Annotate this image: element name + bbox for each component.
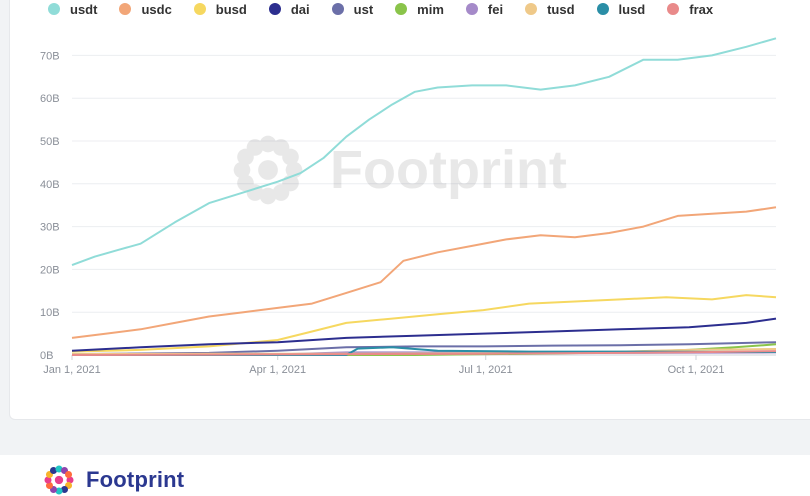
x-axis-ticks: Jan 1, 2021 Apr 1, 2021 Jul 1, 2021 Oct 1, …	[43, 355, 724, 376]
x-tick-label: Apr 1, 2021	[249, 364, 306, 376]
legend-label: usdt	[70, 1, 98, 17]
legend-label: fei	[487, 1, 504, 17]
x-tick-label: Jul 1, 2021	[459, 364, 513, 376]
chart-legend: usdt usdc busd dai ust mim fei tusd lusd frax	[48, 0, 735, 18]
legend-item-ust[interactable]: ust	[331, 1, 374, 17]
brand-name: Footprint	[86, 467, 185, 492]
legend-dot-icon	[193, 3, 206, 15]
watermark-logo-icon	[233, 135, 303, 205]
legend-dot-icon	[395, 3, 408, 15]
y-tick-label: 10B	[40, 307, 60, 319]
legend-dot-icon	[596, 3, 609, 15]
legend-dot-icon	[268, 3, 281, 15]
legend-label: ust	[353, 1, 374, 17]
y-axis-ticks: 0B 10B 20B 30B 40B 50B 60B 70B	[40, 50, 60, 362]
series-line-frax	[71, 350, 777, 356]
y-tick-label: 30B	[40, 222, 60, 234]
watermark-text: Footprint	[330, 140, 567, 200]
brand: Footprint	[40, 464, 184, 496]
legend-item-busd[interactable]: busd	[193, 1, 247, 17]
legend-item-lusd[interactable]: lusd	[596, 1, 646, 17]
series-line-ust	[71, 341, 777, 356]
grid-lines	[72, 54, 776, 356]
legend-label: mim	[417, 1, 444, 17]
legend-item-fei[interactable]: fei	[465, 1, 504, 17]
legend-item-mim[interactable]: mim	[395, 2, 444, 17]
y-tick-label: 0B	[40, 350, 53, 362]
legend-dot-icon	[48, 3, 60, 15]
legend-dot-icon	[119, 3, 132, 15]
y-tick-label: 20B	[40, 264, 60, 276]
legend-dot-icon	[667, 3, 680, 15]
legend-item-dai[interactable]: dai	[268, 1, 310, 17]
legend-label: lusd	[618, 1, 646, 17]
series-line-usdc	[71, 206, 777, 339]
legend-label: dai	[290, 1, 310, 17]
legend-item-tusd[interactable]: tusd	[525, 1, 575, 17]
legend-label: usdc	[141, 1, 172, 17]
legend-label: frax	[689, 1, 714, 17]
legend-item-usdc[interactable]: usdc	[119, 1, 172, 17]
footprint-logo-icon	[44, 465, 74, 495]
legend-label: tusd	[547, 1, 575, 17]
series-line-usdt	[71, 37, 777, 267]
series-lines	[71, 37, 777, 356]
footer-band	[0, 455, 810, 496]
line-chart: 0B 10B 20B 30B 40B 50B 60B 70B Jan 1, 2021 Apr 1…	[40, 37, 777, 376]
y-tick-label: 50B	[40, 136, 60, 148]
y-tick-label: 40B	[40, 179, 60, 191]
y-tick-label: 70B	[40, 50, 60, 62]
x-tick-label: Jan 1, 2021	[43, 364, 101, 376]
watermark: Footprint	[233, 135, 567, 205]
legend-dot-icon	[465, 3, 478, 15]
legend-dot-icon	[331, 3, 344, 15]
legend-dot-icon	[525, 3, 538, 15]
legend-item-usdt[interactable]: usdt	[48, 2, 97, 17]
series-line-dai	[71, 317, 777, 352]
legend-label: busd	[215, 1, 247, 17]
y-tick-label: 60B	[40, 93, 60, 105]
x-tick-label: Oct 1, 2021	[668, 364, 725, 376]
legend-item-frax[interactable]: frax	[667, 2, 713, 17]
